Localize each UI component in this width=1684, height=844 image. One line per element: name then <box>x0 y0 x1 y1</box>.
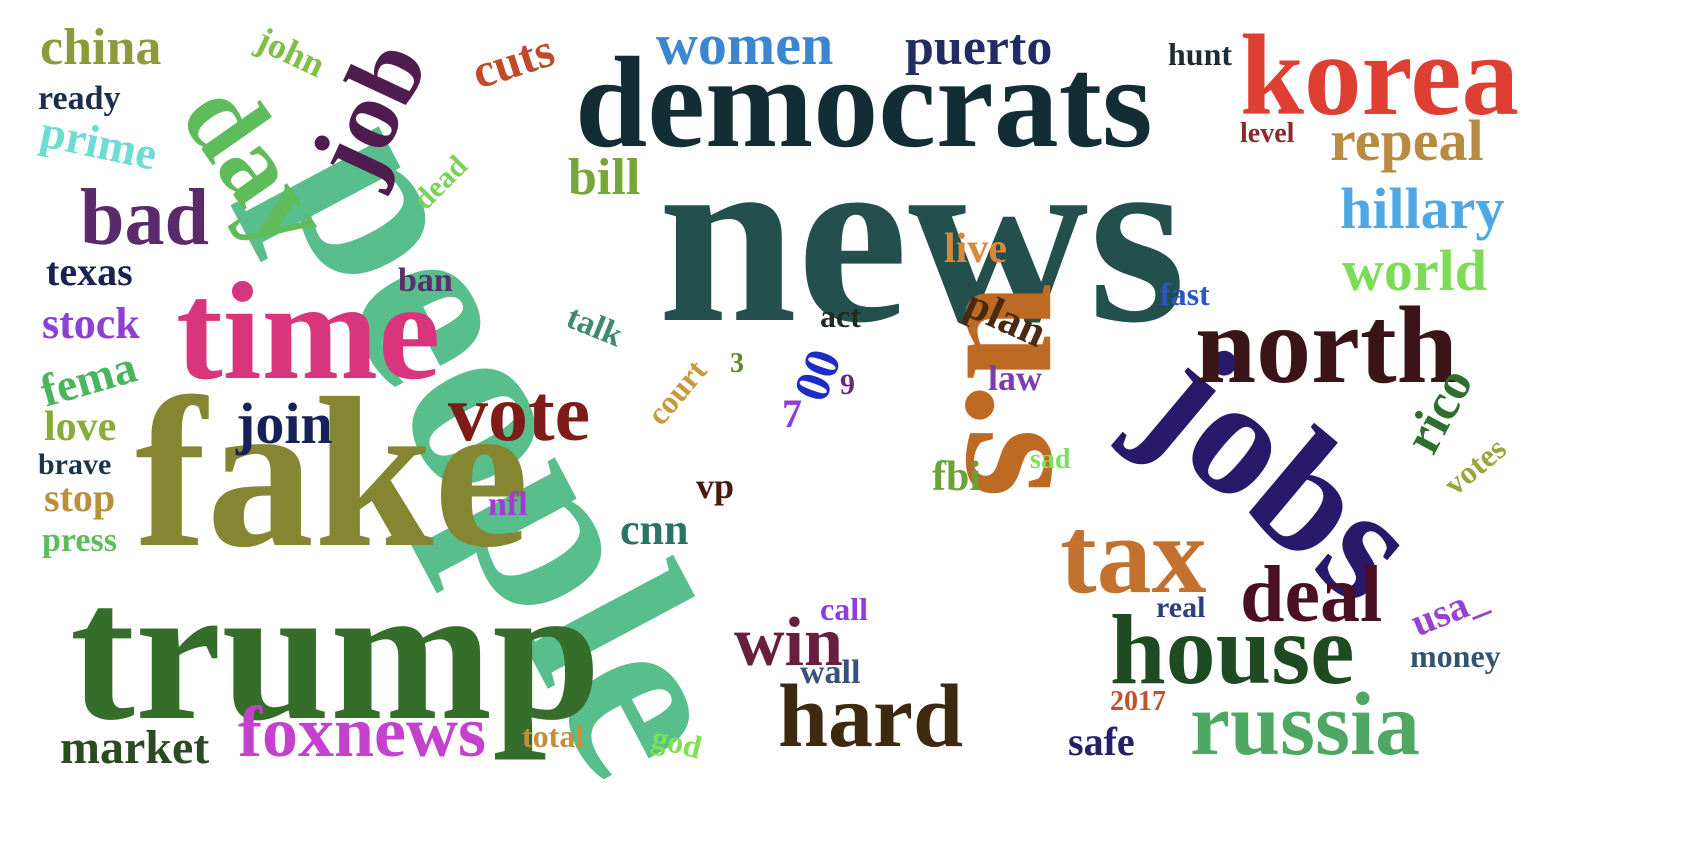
word-num9: 9 <box>840 368 855 401</box>
word-russia: russia <box>1190 675 1421 774</box>
word-hillary: hillary <box>1340 176 1505 241</box>
word-world: world <box>1342 238 1487 303</box>
word-total: total <box>522 718 585 754</box>
word-money: money <box>1410 638 1501 674</box>
word-nfl: nfl <box>488 486 528 523</box>
word-ready: ready <box>38 80 121 117</box>
word-love: love <box>44 404 117 450</box>
word-news: news <box>658 98 1186 375</box>
word-year2017: 2017 <box>1110 686 1166 717</box>
word-ban: ban <box>398 262 453 299</box>
word-cnn: cnn <box>620 505 689 554</box>
word-north: north <box>1195 284 1458 406</box>
word-puerto: puerto <box>905 19 1053 76</box>
word-texas: texas <box>46 249 133 294</box>
word-trump: trump <box>70 545 601 761</box>
word-fbi: fbi <box>932 454 982 500</box>
word-vp: vp <box>696 466 735 506</box>
word-law: law <box>988 358 1042 398</box>
word-usa: usa_ <box>1404 574 1494 645</box>
word-brave: brave <box>38 448 112 481</box>
word-tax: tax <box>1060 494 1207 616</box>
word-press: press <box>42 522 117 559</box>
word-democrats: democrats <box>575 31 1153 175</box>
word-win: win <box>734 604 843 681</box>
word-vote: vote <box>448 370 591 458</box>
word-sad: sad <box>1030 444 1071 475</box>
word-prime: prime <box>36 105 162 180</box>
word-time: time <box>176 254 441 409</box>
word-act: act <box>820 298 861 334</box>
word-bad: bad <box>80 174 209 262</box>
word-hunt: hunt <box>1168 36 1233 72</box>
word-bill: bill <box>568 149 641 206</box>
word-wall: wall <box>800 654 861 691</box>
word-foxnews: foxnews <box>238 692 486 772</box>
word-court: court <box>639 352 714 432</box>
word-cuts: cuts <box>465 23 561 100</box>
word-market: market <box>60 721 210 774</box>
word-fake: fake <box>135 353 530 592</box>
word-call: call <box>820 591 868 627</box>
word-hard: hard <box>778 667 964 766</box>
word-join: join <box>236 391 333 456</box>
word-safe: safe <box>1068 719 1135 764</box>
word-num3: 3 <box>730 348 744 379</box>
word-live: live <box>944 226 1007 272</box>
word-num7: 7 <box>782 391 802 436</box>
word-china: china <box>40 19 162 76</box>
word-stock: stock <box>42 299 140 348</box>
word-house: house <box>1110 594 1355 705</box>
word-repeal: repeal <box>1330 108 1484 173</box>
word-stop: stop <box>44 475 116 520</box>
word-fast: fast <box>1160 276 1210 312</box>
word-deal: deal <box>1240 551 1383 639</box>
word-korea: korea <box>1240 12 1519 139</box>
word-level: level <box>1240 118 1295 149</box>
word-real: real <box>1156 591 1206 624</box>
word-women: women <box>656 12 834 77</box>
